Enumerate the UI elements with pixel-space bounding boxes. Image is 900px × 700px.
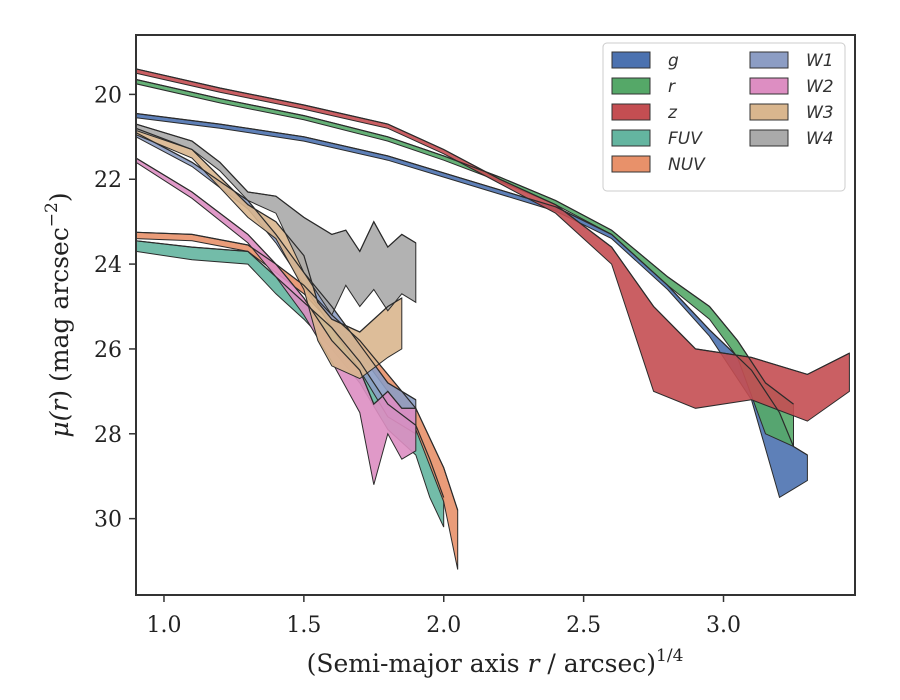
y-axis-title: μ(r) (mag arcsec−2) [42, 192, 74, 437]
x-tick-label: 2.5 [566, 613, 601, 638]
upper-edge-r [136, 78, 794, 405]
upper-edge-w2 [136, 157, 416, 409]
y-tick-label: 28 [94, 423, 122, 448]
upper-edge-g [136, 112, 808, 456]
x-tick-label: 3.0 [706, 613, 741, 638]
legend-label-g: g [668, 51, 679, 71]
x-tick-label: 2.0 [426, 613, 461, 638]
y-tick-label: 30 [94, 508, 122, 533]
legend-swatch-fuv [611, 129, 651, 147]
y-tick-label: 26 [94, 338, 122, 363]
legend-swatch-r [611, 77, 651, 95]
legend-swatch-w3 [749, 103, 789, 121]
x-tick-label: 1.5 [286, 613, 321, 638]
x-tick-label: 1.0 [146, 613, 181, 638]
upper-edge-w3 [136, 127, 403, 333]
upper-edge-w1 [136, 132, 417, 401]
upper-edge-nuv [136, 231, 459, 511]
legend-label-w4: W4 [806, 129, 834, 149]
legend-swatch-g [611, 51, 651, 69]
x-axis-title: (Semi-major axis r / arcsec)1/4 [307, 646, 684, 678]
legend: grz FUV NUV W1 W2 W3 W4 [602, 42, 846, 192]
x-axis-ticks: 1.0 1.5 2.0 2.5 3.0 [146, 595, 741, 638]
legend-label-nuv: NUV [668, 155, 706, 175]
y-tick-label: 24 [94, 253, 122, 278]
legend-swatch-w2 [749, 77, 789, 95]
legend-label-r: r [668, 77, 676, 97]
upper-edge-w4 [136, 123, 417, 253]
legend-swatch-nuv [611, 155, 651, 173]
legend-swatch-z [611, 103, 651, 121]
y-tick-label: 20 [94, 83, 122, 108]
y-tick-label: 22 [94, 168, 122, 193]
legend-label-z: z [667, 103, 678, 123]
legend-swatch-w1 [749, 51, 789, 69]
upper-edge-fuv [136, 240, 445, 498]
legend-label-w3: W3 [806, 103, 834, 123]
legend-swatch-w4 [749, 129, 789, 147]
legend-label-w2: W2 [806, 77, 834, 97]
legend-label-w1: W1 [806, 51, 834, 71]
legend-items: grz FUV NUV W1 W2 W3 W4 [611, 51, 834, 175]
series-edges [136, 68, 850, 511]
plot-frame [135, 34, 856, 596]
y-axis-ticks: 20 22 24 26 28 30 [94, 83, 136, 533]
legend-label-fuv: FUV [668, 129, 703, 149]
upper-edge-z [136, 68, 850, 376]
